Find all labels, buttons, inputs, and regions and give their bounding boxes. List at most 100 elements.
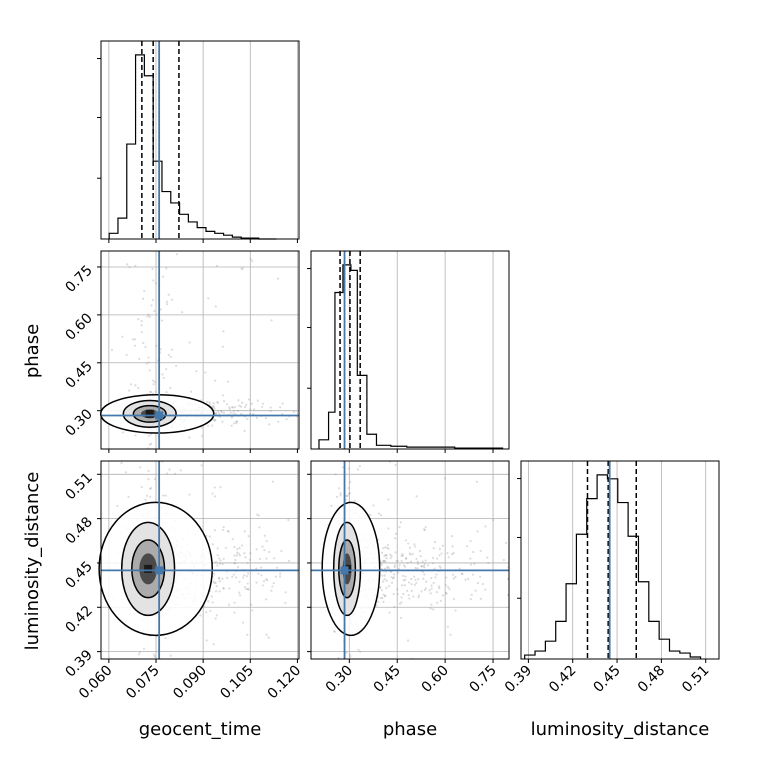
- sample-point: [450, 535, 453, 538]
- sample-point: [145, 362, 148, 365]
- sample-point: [240, 267, 243, 271]
- sample-point: [422, 577, 425, 580]
- sample-point: [398, 526, 401, 529]
- sample-point: [383, 574, 387, 577]
- sample-point: [416, 562, 420, 566]
- sample-point: [474, 589, 477, 592]
- sample-point: [233, 562, 237, 565]
- sample-point: [246, 417, 249, 420]
- sample-point: [337, 487, 341, 490]
- panel-frame: [100, 250, 300, 450]
- sample-point: [233, 601, 236, 604]
- sample-point: [525, 538, 527, 540]
- y-tick-label: 0.45: [62, 558, 95, 591]
- sample-point: [249, 257, 252, 261]
- sample-point: [153, 478, 157, 481]
- panel-frame: [100, 460, 300, 660]
- sample-point: [430, 603, 433, 606]
- sample-point: [148, 487, 152, 490]
- sample-point: [436, 601, 439, 604]
- sample-point: [369, 513, 372, 517]
- sample-point: [392, 573, 396, 576]
- sample-point: [140, 486, 143, 489]
- sample-point: [147, 356, 150, 359]
- sample-point: [423, 566, 426, 569]
- sample-point: [266, 579, 269, 582]
- sample-point: [270, 589, 273, 592]
- sample-point: [258, 526, 261, 529]
- sample-point: [216, 547, 219, 550]
- sample-point: [164, 494, 167, 497]
- truth-marker: [155, 411, 164, 420]
- sample-point: [241, 621, 245, 624]
- sample-point: [284, 601, 287, 604]
- sample-point: [400, 584, 404, 587]
- sample-point: [243, 429, 246, 432]
- sample-point: [381, 596, 384, 600]
- sample-point: [406, 561, 409, 565]
- sample-point: [339, 494, 342, 497]
- y-label-luminosity-distance: luminosity_distance: [22, 472, 43, 651]
- sample-point: [216, 564, 219, 567]
- sample-point: [219, 559, 222, 562]
- sample-point: [406, 639, 410, 642]
- sample-point: [139, 466, 142, 469]
- sample-point: [438, 547, 442, 551]
- sample-point: [433, 567, 436, 570]
- sample-point: [443, 477, 447, 480]
- sample-point: [447, 556, 450, 559]
- x-tick-label: 0.45: [591, 663, 624, 696]
- sample-point: [213, 418, 216, 421]
- sample-point: [284, 591, 287, 594]
- sample-point: [358, 465, 362, 468]
- sample-point: [387, 527, 390, 530]
- sample-point: [213, 486, 216, 489]
- sample-point: [255, 548, 258, 551]
- sample-point: [133, 344, 137, 347]
- sample-point: [280, 549, 283, 553]
- sample-point: [243, 552, 246, 555]
- sample-point: [292, 410, 296, 413]
- sample-point: [257, 514, 260, 517]
- sample-point: [391, 577, 395, 580]
- sample-point: [218, 557, 221, 560]
- sample-point: [479, 597, 483, 600]
- sample-point: [188, 436, 191, 439]
- scatter-geocent_time-phase: 0.30 0.45 0.60 0.75: [62, 250, 300, 453]
- sample-point: [410, 577, 413, 581]
- sample-point: [222, 330, 225, 333]
- sample-point: [262, 580, 266, 583]
- sample-point: [128, 266, 131, 269]
- sample-point: [346, 494, 349, 498]
- sample-point: [339, 492, 342, 495]
- sample-point: [216, 554, 219, 557]
- sample-point: [379, 586, 382, 589]
- sample-point: [238, 594, 242, 597]
- sample-point: [236, 551, 239, 554]
- sample-point: [430, 576, 433, 580]
- sample-point: [417, 594, 421, 597]
- sample-point: [121, 431, 124, 434]
- sample-point: [207, 297, 210, 300]
- sample-point: [247, 398, 251, 401]
- sample-point: [476, 530, 479, 533]
- sample-point: [245, 403, 248, 406]
- sample-point: [423, 528, 427, 532]
- sample-point: [120, 461, 123, 464]
- sample-point: [167, 353, 170, 356]
- sample-point: [150, 442, 153, 445]
- sample-point: [347, 467, 350, 470]
- sample-point: [218, 577, 221, 580]
- sample-point: [380, 514, 383, 517]
- sample-point: [165, 472, 169, 475]
- sample-point: [213, 407, 216, 410]
- sample-point: [276, 277, 280, 280]
- sample-point: [221, 420, 224, 423]
- sample-point: [222, 587, 225, 590]
- sample-point: [232, 422, 236, 425]
- sample-point: [417, 596, 420, 599]
- sample-point: [247, 572, 250, 575]
- sample-point: [469, 563, 473, 566]
- sample-point: [265, 557, 268, 560]
- sample-point: [201, 434, 204, 438]
